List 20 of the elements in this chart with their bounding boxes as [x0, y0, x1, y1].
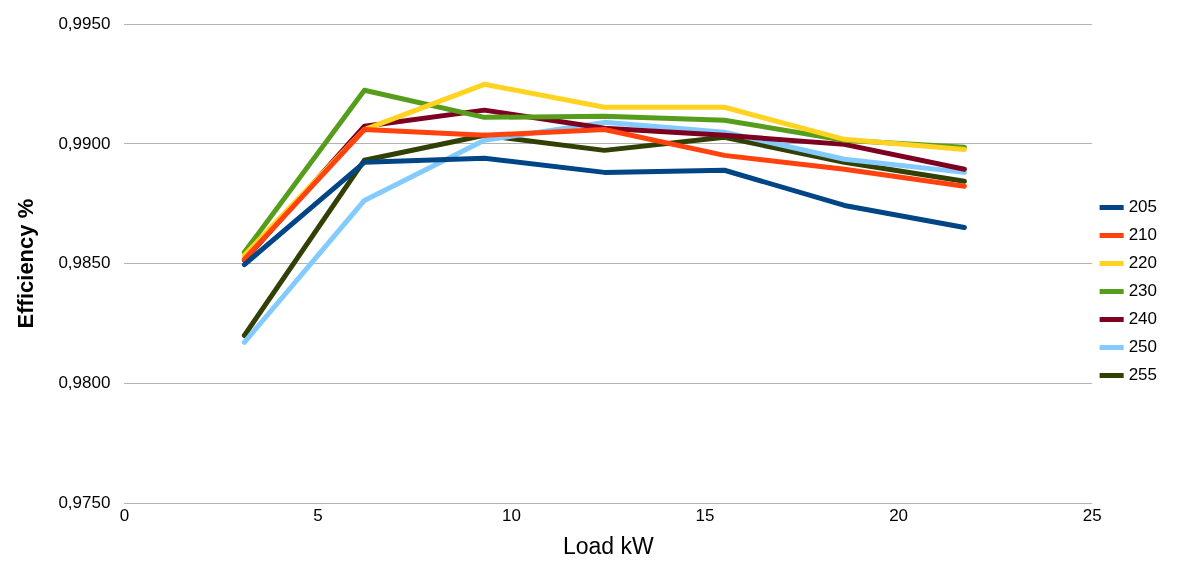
y-tick-label: 0,9800 — [58, 372, 111, 392]
x-tick-label: 25 — [1082, 505, 1102, 525]
legend-label: 255 — [1128, 365, 1158, 385]
x-tick-label: 0 — [119, 505, 130, 525]
y-tick-label: 0,9950 — [58, 13, 111, 33]
legend-label: 205 — [1128, 197, 1158, 217]
x-tick-label: 10 — [502, 505, 521, 525]
y-axis-title: Efficiency % — [13, 198, 39, 329]
x-tick-label: 20 — [889, 505, 909, 525]
y-tick-label: 0,9750 — [58, 492, 111, 512]
x-tick-label: 15 — [695, 505, 715, 525]
legend-label: 210 — [1128, 225, 1158, 245]
legend-label: 220 — [1128, 253, 1158, 273]
legend-label: 250 — [1128, 337, 1158, 357]
y-tick-label: 0,9900 — [58, 133, 111, 153]
legend-label: 240 — [1128, 309, 1158, 329]
y-tick-label: 0,9850 — [58, 253, 111, 273]
x-tick-label: 5 — [313, 505, 323, 525]
x-axis-title: Load kW — [562, 532, 654, 559]
legend-label: 230 — [1128, 281, 1158, 301]
